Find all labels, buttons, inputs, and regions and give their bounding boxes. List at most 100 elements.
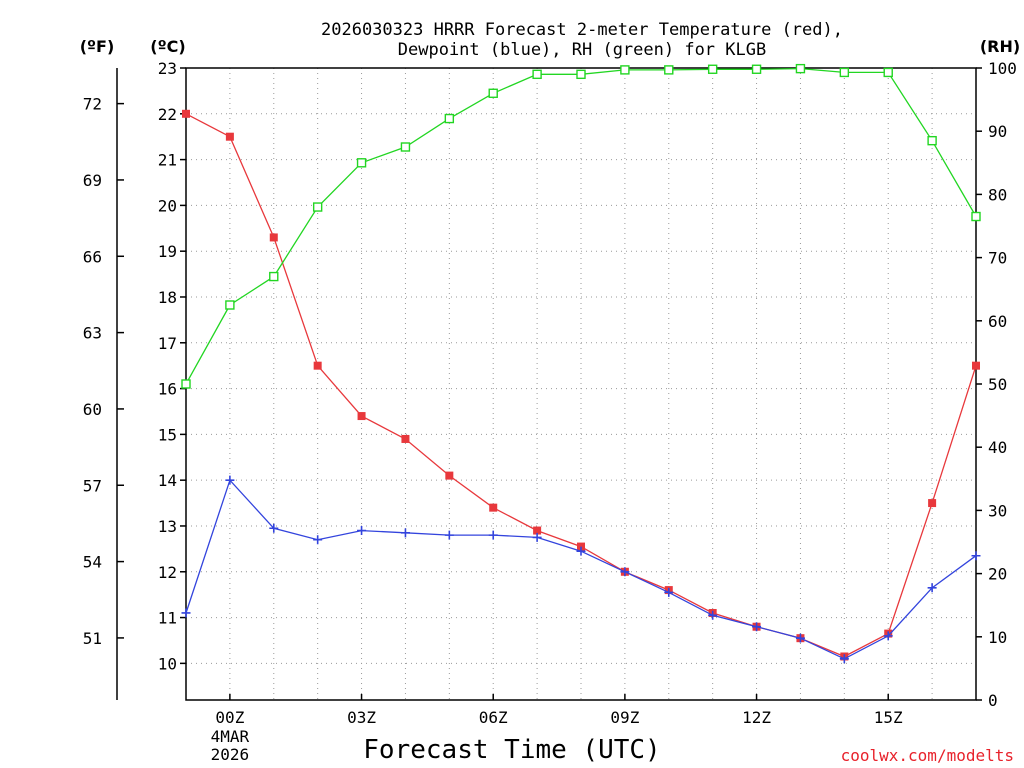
celsius-tick-label: 21 — [158, 151, 177, 170]
dewpoint-point — [225, 475, 235, 485]
dewpoint-point — [313, 535, 323, 545]
rh-tick-label: 70 — [988, 249, 1007, 268]
x-tick-label: 15Z — [874, 708, 903, 727]
celsius-tick-label: 15 — [158, 425, 177, 444]
dewpoint-point — [576, 546, 586, 556]
fahrenheit-unit-label: (ºF) — [80, 37, 115, 56]
dewpoint-point — [752, 622, 762, 632]
dewpoint-point — [927, 583, 937, 593]
temperature-point — [225, 132, 234, 141]
dewpoint-point — [708, 610, 718, 620]
rh-point — [444, 113, 455, 124]
dewpoint-point — [971, 551, 981, 561]
dewpoint-point — [269, 523, 279, 533]
rh-tick-label: 40 — [988, 438, 1007, 457]
x-tick-label: 09Z — [610, 708, 639, 727]
celsius-tick-label: 20 — [158, 196, 177, 215]
dewpoint-point — [620, 567, 630, 577]
temperature-point — [269, 233, 278, 242]
dewpoint-point — [444, 530, 454, 540]
dewpoint-point — [488, 530, 498, 540]
data-series — [181, 63, 981, 664]
rh-tick-label: 100 — [988, 59, 1017, 78]
rh-tick-label: 90 — [988, 122, 1007, 141]
rh-point — [576, 69, 586, 80]
rh-tick-label: 0 — [988, 691, 998, 710]
celsius-tick-label: 19 — [158, 242, 177, 261]
chart-title-line2: Dewpoint (blue), RH (green) for KLGB — [398, 40, 766, 60]
rh-line — [185, 67, 977, 385]
celsius-tick-label: 12 — [158, 563, 177, 582]
dewpoint-point — [400, 528, 410, 538]
fahrenheit-tick-label: 63 — [83, 324, 102, 343]
rh-tick-label: 20 — [988, 565, 1007, 584]
fahrenheit-tick-label: 54 — [83, 553, 102, 572]
rh-tick-label: 10 — [988, 628, 1007, 647]
rh-point — [927, 135, 937, 146]
dewpoint-point — [181, 608, 191, 618]
rh-tick-label: 80 — [988, 185, 1007, 204]
x-axis-label: Forecast Time (UTC) — [363, 735, 660, 765]
temperature-point — [489, 503, 498, 512]
gridlines — [186, 67, 976, 700]
dewpoint-line — [185, 478, 977, 660]
temperature-point — [928, 499, 937, 508]
credit-link[interactable]: coolwx.com/modelts — [841, 746, 1014, 765]
x-tick-label: 12Z — [742, 708, 771, 727]
celsius-tick-label: 13 — [158, 517, 177, 536]
temperature-point — [972, 361, 980, 370]
temperature-point — [182, 109, 190, 118]
rh-point — [400, 142, 411, 152]
rh-point — [839, 67, 850, 78]
temperature-point — [577, 542, 585, 551]
fahrenheit-tick-label: 51 — [83, 629, 102, 648]
rh-point — [269, 271, 279, 282]
rh-unit-label: (RH) — [980, 37, 1020, 56]
celsius-tick-label: 16 — [158, 380, 177, 399]
rh-point — [356, 158, 367, 168]
rh-point — [620, 65, 630, 75]
rh-point — [751, 64, 762, 74]
rh-tick-label: 50 — [988, 375, 1007, 394]
x-tick-date-label: 4MAR — [211, 727, 250, 746]
dewpoint-point — [795, 633, 805, 643]
fahrenheit-tick-label: 60 — [83, 400, 102, 419]
temperature-line — [185, 113, 977, 658]
celsius-tick-label: 23 — [158, 59, 177, 78]
rh-tick-label: 60 — [988, 312, 1007, 331]
rh-point — [795, 63, 806, 74]
rh-point — [532, 69, 542, 80]
celsius-tick-label: 11 — [158, 609, 177, 628]
rh-point — [225, 300, 235, 310]
rh-point — [181, 379, 191, 389]
x-tick-label: 06Z — [479, 708, 508, 727]
dewpoint-point — [664, 587, 674, 597]
temperature-point — [313, 361, 322, 370]
celsius-tick-label: 17 — [158, 334, 177, 353]
rh-tick-label: 30 — [988, 501, 1007, 520]
celsius-tick-label: 14 — [158, 471, 177, 490]
dewpoint-point — [532, 532, 542, 542]
celsius-tick-label: 18 — [158, 288, 177, 307]
dewpoint-point — [883, 631, 893, 641]
dewpoint-point — [357, 526, 367, 536]
temperature-point — [445, 471, 454, 480]
fahrenheit-tick-label: 66 — [83, 247, 102, 266]
x-tick-year-label: 2026 — [211, 745, 250, 764]
fahrenheit-tick-label: 69 — [83, 171, 102, 190]
x-tick-label: 00Z — [215, 708, 244, 727]
x-tick-label: 03Z — [347, 708, 376, 727]
temperature-point — [357, 412, 366, 421]
rh-point — [971, 211, 981, 222]
temperature-point — [401, 434, 410, 443]
rh-point — [707, 64, 718, 74]
rh-point — [312, 202, 323, 212]
rh-point — [664, 65, 674, 75]
fahrenheit-tick-label: 57 — [83, 476, 102, 495]
fahrenheit-tick-label: 72 — [83, 95, 102, 114]
celsius-unit-label: (ºC) — [150, 37, 185, 56]
chart-title-line1: 2026030323 HRRR Forecast 2-meter Tempera… — [321, 20, 843, 40]
temperature-point — [533, 526, 542, 535]
dewpoint-point — [839, 654, 849, 664]
